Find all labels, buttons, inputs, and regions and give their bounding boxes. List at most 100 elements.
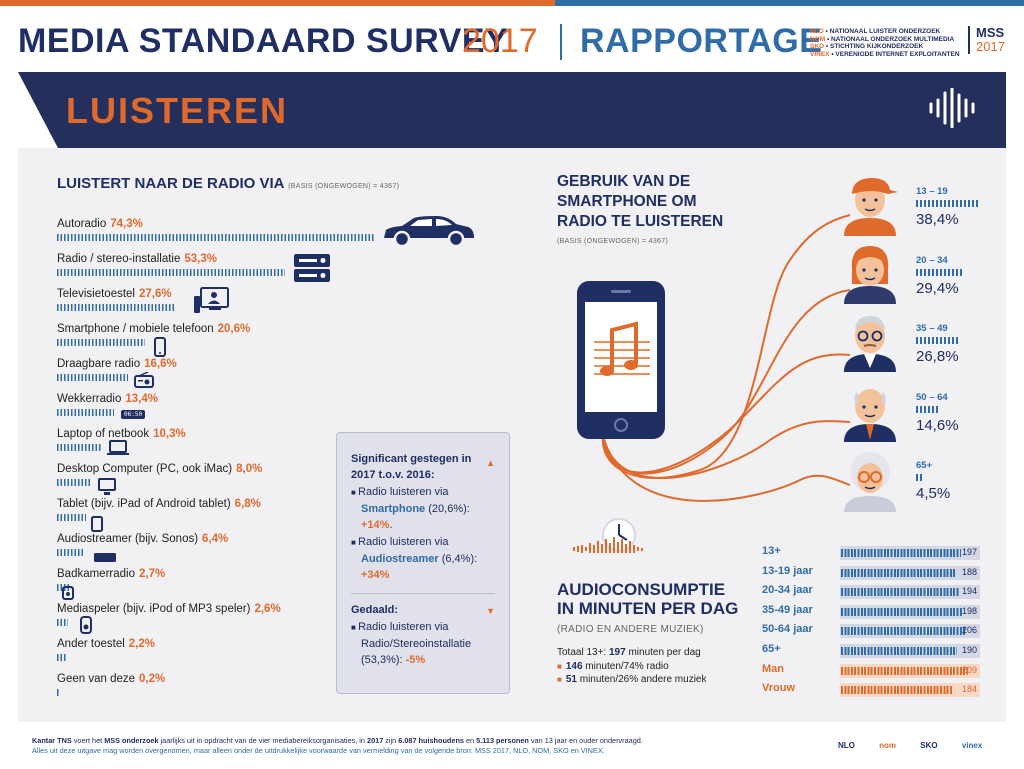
audio-row-label: 20-34 jaar bbox=[762, 584, 813, 597]
nlo-logo: NLO bbox=[838, 741, 855, 750]
radio-row-value: 6,8% bbox=[234, 498, 261, 510]
teen-face-icon bbox=[844, 178, 898, 236]
footer-logos: NLO nom SKO vinex bbox=[838, 741, 1004, 750]
radio-row-label: Smartphone / mobiele telefoon 20,6% bbox=[57, 323, 251, 335]
audio-title-l2: IN MINUTEN PER DAG bbox=[557, 599, 739, 618]
radio-row-bar bbox=[57, 269, 286, 276]
mss-year: 2017 bbox=[976, 39, 1005, 54]
audio-row: Vrouw 184 bbox=[762, 682, 980, 698]
smartphone-basis: (BASIS (ONGEWOGEN) = 4367) bbox=[557, 238, 669, 245]
footer: Kantar TNS voert het MSS onderzoek jaarl… bbox=[32, 736, 643, 756]
age-group-bar bbox=[916, 200, 978, 207]
radio-row-bar bbox=[57, 549, 85, 556]
audio-row-label: Vrouw bbox=[762, 682, 796, 695]
radio-row-bar bbox=[57, 374, 129, 381]
age-group-label: 35 – 49 bbox=[916, 323, 948, 334]
audio-title-l1: AUDIOCONSUMPTIE bbox=[557, 580, 726, 599]
radio-row-label: Ander toestel 2,2% bbox=[57, 638, 155, 650]
audiostreamer-icon bbox=[94, 553, 116, 562]
audio-row-value: 184 bbox=[961, 684, 977, 695]
audio-section-title: AUDIOCONSUMPTIE IN MINUTEN PER DAG bbox=[557, 580, 738, 618]
middle-age-face-icon bbox=[844, 316, 896, 372]
audio-row-track: 198 bbox=[840, 604, 980, 619]
top-color-stripe bbox=[0, 0, 1024, 6]
radio-row-bar bbox=[57, 234, 375, 241]
audio-radio-line: ■ 146 minuten/74% radio bbox=[557, 660, 669, 672]
vinex-logo: vinex bbox=[961, 741, 983, 750]
audio-row: Man 209 bbox=[762, 663, 980, 679]
young-adult-face-icon bbox=[844, 246, 896, 304]
smartphone-section-title: GEBRUIK VAN DE SMARTPHONE OM RADIO TE LU… bbox=[557, 172, 723, 232]
section-title: LUISTEREN bbox=[66, 90, 289, 131]
audio-row-value: 198 bbox=[961, 605, 977, 616]
radio-row-label: Desktop Computer (PC, ook iMac) 8,0% bbox=[57, 463, 263, 475]
sko-logo: SKO bbox=[920, 741, 938, 750]
radio-row-value: 53,3% bbox=[184, 253, 217, 265]
radio-row-value: 74,3% bbox=[110, 218, 143, 230]
mss-label: MSS bbox=[976, 25, 1005, 40]
radio-row-value: 2,7% bbox=[138, 568, 166, 580]
audio-row-value: 190 bbox=[961, 645, 977, 655]
radio-row-value: 27,6% bbox=[138, 288, 172, 300]
audio-row-track: 190 bbox=[840, 644, 980, 658]
car-icon bbox=[384, 216, 474, 248]
radio-row-label: Badkamerradio 2,7% bbox=[57, 568, 166, 580]
smartphone-music-icon bbox=[577, 281, 665, 439]
desktop-icon bbox=[98, 478, 116, 495]
audio-total-line: Totaal 13+: 197 minuten per dag bbox=[557, 647, 701, 658]
audio-row-value: 206 bbox=[961, 625, 977, 636]
notes-divider bbox=[351, 593, 495, 594]
footer-line-1: Kantar TNS voert het MSS onderzoek jaarl… bbox=[32, 736, 643, 745]
radio-row-value: 13,4% bbox=[125, 393, 158, 405]
audio-row: 13+ 197 bbox=[762, 545, 980, 561]
age-group-bar bbox=[916, 474, 924, 481]
radio-row-bar bbox=[57, 479, 92, 486]
audio-totals: Totaal 13+: 197 minuten per dag ■ 146 min… bbox=[557, 646, 707, 687]
age-group-label: 50 – 64 bbox=[916, 391, 948, 403]
audio-row-label: 13-19 jaar bbox=[762, 564, 813, 577]
smartphone-icon bbox=[154, 337, 166, 357]
shower-radio-icon bbox=[62, 586, 74, 600]
age-group-value: 26,8% bbox=[916, 348, 959, 365]
note-item: ■ Radio luisteren via Smartphone (20,6%)… bbox=[351, 486, 470, 531]
radio-row-value: 2,6% bbox=[254, 603, 281, 615]
audio-row-value: 188 bbox=[961, 566, 977, 577]
elderly-face-icon bbox=[844, 452, 896, 512]
section-banner bbox=[18, 72, 1006, 148]
notes-heading-down: Gedaald: bbox=[351, 604, 399, 616]
audio-row-bar bbox=[841, 607, 962, 616]
audio-row-bar bbox=[841, 666, 969, 675]
rapportage-label: RAPPORTAGE bbox=[580, 22, 823, 60]
arrow-down-icon: ▼ bbox=[486, 606, 495, 616]
audio-row-value: 194 bbox=[961, 586, 977, 597]
age-group-label: 13 – 19 bbox=[916, 186, 948, 197]
audio-row-value: 197 bbox=[961, 547, 977, 557]
audio-row-track: 188 bbox=[840, 565, 980, 580]
radio-row-bar bbox=[57, 689, 60, 696]
radio-basis: (BASIS (ONGEWOGEN) = 4367) bbox=[288, 183, 400, 190]
radio-row-bar bbox=[57, 444, 102, 451]
radio-row-value: 20,6% bbox=[217, 323, 251, 335]
audio-row-label: 50-64 jaar bbox=[762, 623, 813, 636]
audio-row-track: 184 bbox=[840, 683, 980, 698]
radio-row-label: Radio / stereo-installatie 53,3% bbox=[57, 253, 217, 265]
footer-line-2: Alles uit deze uitgave mag worden overge… bbox=[32, 746, 605, 755]
audio-row-track: 194 bbox=[840, 585, 980, 600]
header-divider bbox=[560, 24, 562, 60]
note-item: ■ Radio luisteren via Radio/Stereoinstal… bbox=[351, 621, 472, 666]
radio-row-bar bbox=[57, 339, 146, 346]
tablet-icon bbox=[91, 516, 103, 532]
arrow-up-icon: ▲ bbox=[486, 458, 495, 468]
notes-box: ▲ Significant gestegen in 2017 t.o.v. 20… bbox=[336, 432, 510, 694]
audio-row: 50-64 jaar 206 bbox=[762, 623, 980, 639]
radio-row-value: 10,3% bbox=[153, 428, 186, 440]
audio-subtitle: (RADIO EN ANDERE MUZIEK) bbox=[557, 624, 704, 635]
radio-row-bar bbox=[57, 654, 67, 661]
age-group-label: 65+ bbox=[916, 460, 933, 471]
notes-heading-up: Significant gestegen in 2017 t.o.v. 2016… bbox=[351, 453, 472, 481]
audio-row: 65+ 190 bbox=[762, 643, 980, 659]
smartphone-title-l2: SMARTPHONE OM bbox=[557, 193, 697, 210]
audio-row-bar bbox=[841, 588, 960, 597]
radio-row-label: Wekkerradio 13,4% bbox=[57, 393, 158, 405]
